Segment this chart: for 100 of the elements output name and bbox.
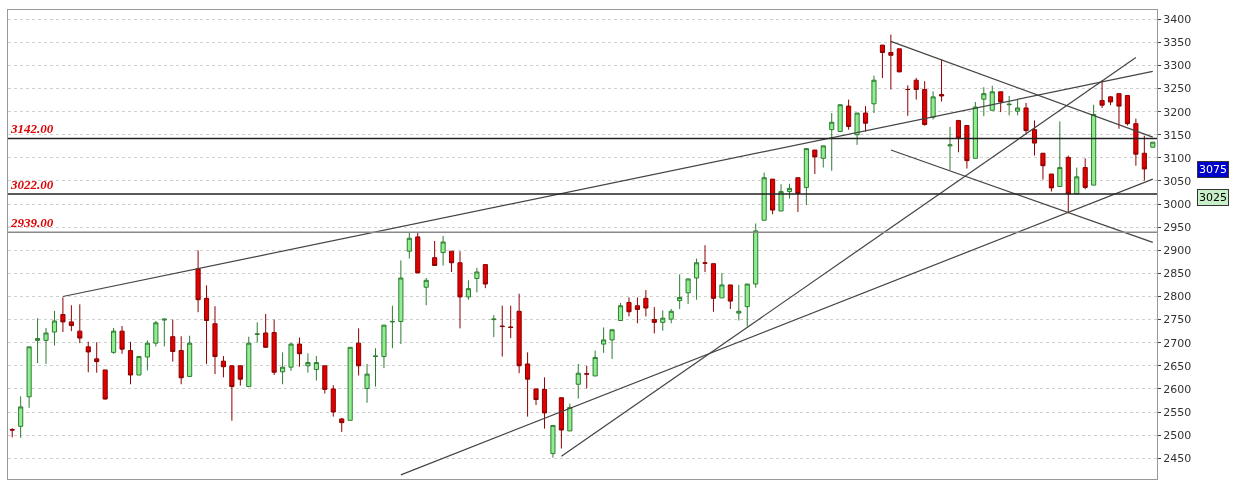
candlestick xyxy=(406,232,412,260)
candlestick xyxy=(322,365,328,395)
candlestick xyxy=(584,365,590,389)
candlestick xyxy=(508,305,514,339)
candlestick xyxy=(1065,155,1071,214)
candlestick xyxy=(229,365,235,422)
candlestick xyxy=(195,249,201,313)
text: 3075 xyxy=(1199,163,1227,176)
y-tick-label: 3000 xyxy=(1163,197,1192,211)
candlestick xyxy=(305,352,311,374)
candlestick xyxy=(998,91,1004,113)
candlestick xyxy=(51,310,58,346)
candlestick xyxy=(1057,120,1063,188)
candlestick xyxy=(846,99,852,131)
candlestick xyxy=(415,232,421,274)
candlestick xyxy=(119,325,125,355)
candlestick xyxy=(795,177,801,213)
candlestick xyxy=(1099,79,1105,109)
candlestick xyxy=(263,313,269,348)
candlestick xyxy=(938,58,945,102)
candlestick xyxy=(35,317,41,364)
y-tick-label: 3200 xyxy=(1163,105,1192,119)
candlestick xyxy=(533,388,539,406)
y-tick-label: 3050 xyxy=(1163,174,1192,188)
candlestick xyxy=(26,346,32,409)
candlestick xyxy=(626,296,632,317)
candlestick xyxy=(9,427,15,438)
candlestick xyxy=(1150,141,1156,148)
candlestick xyxy=(1091,104,1097,186)
text: 3025 xyxy=(1199,191,1227,204)
candlestick xyxy=(896,48,902,73)
candlestick xyxy=(1074,167,1080,195)
candlestick xyxy=(271,319,277,376)
candlestick xyxy=(465,279,472,301)
candlestick xyxy=(710,263,717,313)
ref-line-label: 3142.00 xyxy=(10,121,54,136)
candlestick xyxy=(575,363,581,400)
candlestick xyxy=(550,424,556,459)
candlestick xyxy=(761,172,767,221)
candlestick xyxy=(693,258,700,301)
candlestick xyxy=(127,341,134,385)
candlestick xyxy=(43,327,49,365)
candlestick xyxy=(432,240,438,267)
candlestick xyxy=(972,101,978,159)
candlestick xyxy=(1133,118,1139,167)
candlestick xyxy=(786,183,793,200)
candlestick xyxy=(457,250,463,329)
candlestick xyxy=(964,125,970,169)
candlestick xyxy=(94,341,100,374)
candlestick xyxy=(1048,173,1054,193)
candlestick xyxy=(237,365,243,387)
ref-line-label: 3022.00 xyxy=(10,177,54,192)
candlestick xyxy=(913,77,919,101)
candlestick xyxy=(474,267,480,293)
candlestick xyxy=(153,320,159,347)
y-tick-label: 3350 xyxy=(1163,36,1192,50)
candlestick xyxy=(601,326,607,354)
candlestick xyxy=(803,148,809,206)
candlestick xyxy=(829,112,835,172)
candlestick xyxy=(381,324,387,369)
candlestick xyxy=(1141,135,1147,181)
candlestick xyxy=(372,347,379,388)
candlestick xyxy=(770,178,776,215)
candlestick xyxy=(989,85,995,111)
candlestick xyxy=(727,284,733,310)
candlestick xyxy=(1116,93,1122,130)
candlestick xyxy=(60,296,66,333)
candlestick xyxy=(651,306,657,334)
candlestick xyxy=(930,90,936,121)
y-tick-label: 2950 xyxy=(1163,221,1192,235)
y-tick-label: 2800 xyxy=(1163,290,1192,304)
candlestick xyxy=(702,244,708,273)
candlestick xyxy=(499,305,505,358)
candlestick xyxy=(77,303,83,344)
candlestick xyxy=(212,305,218,375)
candlestick xyxy=(102,369,108,401)
candlestick xyxy=(516,293,522,374)
y-tick-label: 2700 xyxy=(1163,336,1192,350)
candlestick xyxy=(812,149,818,175)
candlestick xyxy=(280,351,286,385)
candlestick xyxy=(136,356,142,376)
candlestick xyxy=(871,75,877,114)
y-tick-label: 3400 xyxy=(1163,13,1192,27)
candlestick xyxy=(558,397,564,449)
candlestick xyxy=(178,335,184,385)
y-tick-label: 2550 xyxy=(1163,405,1192,419)
candlestick xyxy=(423,277,429,306)
candlestick xyxy=(347,346,353,421)
candlestick xyxy=(685,278,691,305)
candlestick xyxy=(398,259,404,345)
candlestick xyxy=(111,327,117,355)
candlestick xyxy=(634,296,640,324)
candlestick xyxy=(187,335,193,377)
candlestick xyxy=(1015,98,1021,116)
candlestick xyxy=(68,304,74,332)
candlestick xyxy=(820,145,826,169)
candlestick xyxy=(254,321,260,344)
candlestick xyxy=(947,126,953,171)
candlestick xyxy=(905,84,911,117)
candlestick xyxy=(482,264,488,289)
